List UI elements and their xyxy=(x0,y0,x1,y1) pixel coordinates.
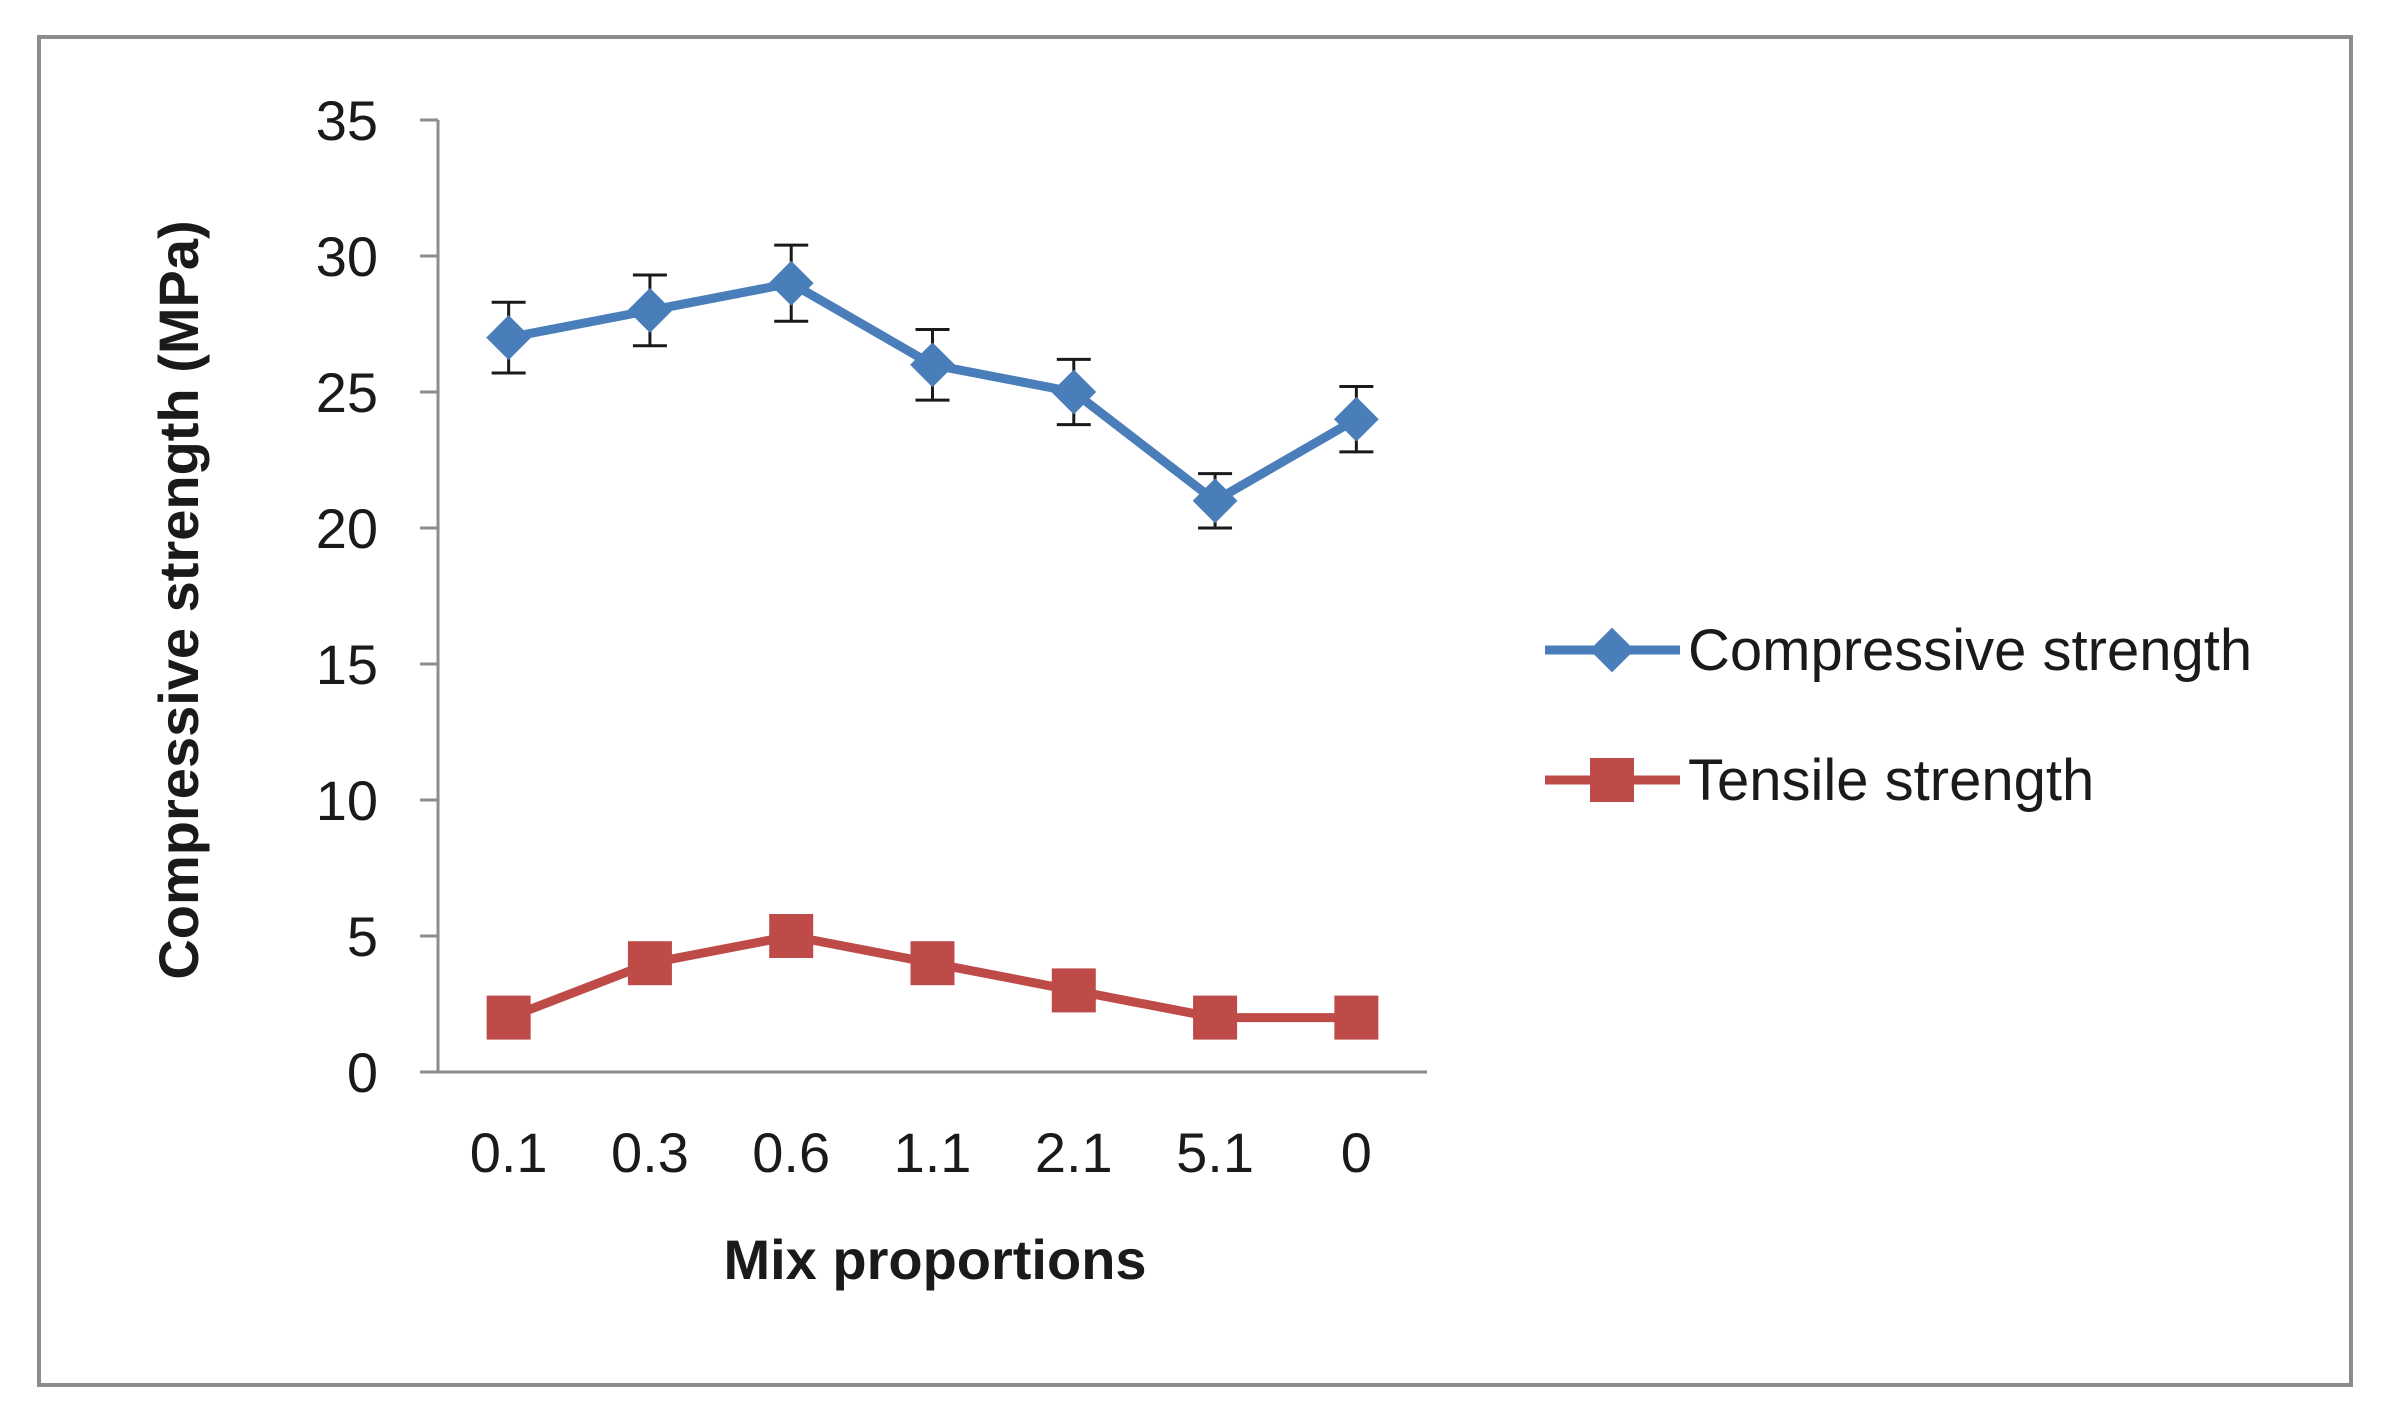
data-point xyxy=(1192,478,1238,524)
y-tick-label: 20 xyxy=(316,497,378,560)
x-axis: 0.1 0.3 0.6 1.1 2.1 5.1 0 xyxy=(420,1070,1427,1184)
x-tick-label: 0 xyxy=(1341,1121,1372,1184)
data-point xyxy=(768,260,814,306)
legend-item: Compressive strength xyxy=(1545,618,2252,683)
x-tick-label: 1.1 xyxy=(894,1121,972,1184)
y-tick-label: 35 xyxy=(316,89,378,152)
x-tick-label: 0.3 xyxy=(611,1121,689,1184)
legend-marker xyxy=(1589,627,1635,673)
chart-frame xyxy=(37,35,2353,1387)
data-point xyxy=(627,941,672,986)
data-point xyxy=(910,941,955,986)
y-tick-label: 25 xyxy=(316,361,378,424)
x-axis-title: Mix proportions xyxy=(723,1228,1146,1291)
legend-label: Tensile strength xyxy=(1688,748,2094,813)
data-point xyxy=(486,995,531,1040)
y-tick-label: 30 xyxy=(316,225,378,288)
data-point xyxy=(1334,995,1379,1040)
x-tick-label: 2.1 xyxy=(1035,1121,1113,1184)
data-point xyxy=(1193,995,1238,1040)
legend-label: Compressive strength xyxy=(1688,618,2252,683)
series-layer xyxy=(486,243,1379,1040)
y-axis: 0 5 10 15 20 25 30 35 xyxy=(316,89,440,1104)
y-tick-label: 0 xyxy=(347,1041,378,1104)
legend-marker xyxy=(1590,758,1634,802)
data-point xyxy=(486,315,532,361)
series-tensile-strength xyxy=(486,914,1379,1040)
x-tick-label: 5.1 xyxy=(1176,1121,1254,1184)
data-point xyxy=(1051,369,1097,415)
y-tick-label: 5 xyxy=(347,905,378,968)
data-point xyxy=(1333,396,1379,442)
legend: Compressive strength Tensile strength xyxy=(1545,618,2252,813)
legend-item: Tensile strength xyxy=(1545,748,2094,813)
data-point xyxy=(769,914,814,958)
x-tick-label: 0.6 xyxy=(752,1121,830,1184)
data-point xyxy=(1051,968,1096,1013)
x-tick-label: 0.1 xyxy=(470,1121,548,1184)
y-tick-label: 15 xyxy=(316,633,378,696)
series-compressive-strength xyxy=(486,243,1379,530)
y-tick-label: 10 xyxy=(316,769,378,832)
y-axis-title: Compressive strength (MPa) xyxy=(147,220,210,979)
data-point xyxy=(627,287,673,333)
data-point xyxy=(910,342,955,388)
